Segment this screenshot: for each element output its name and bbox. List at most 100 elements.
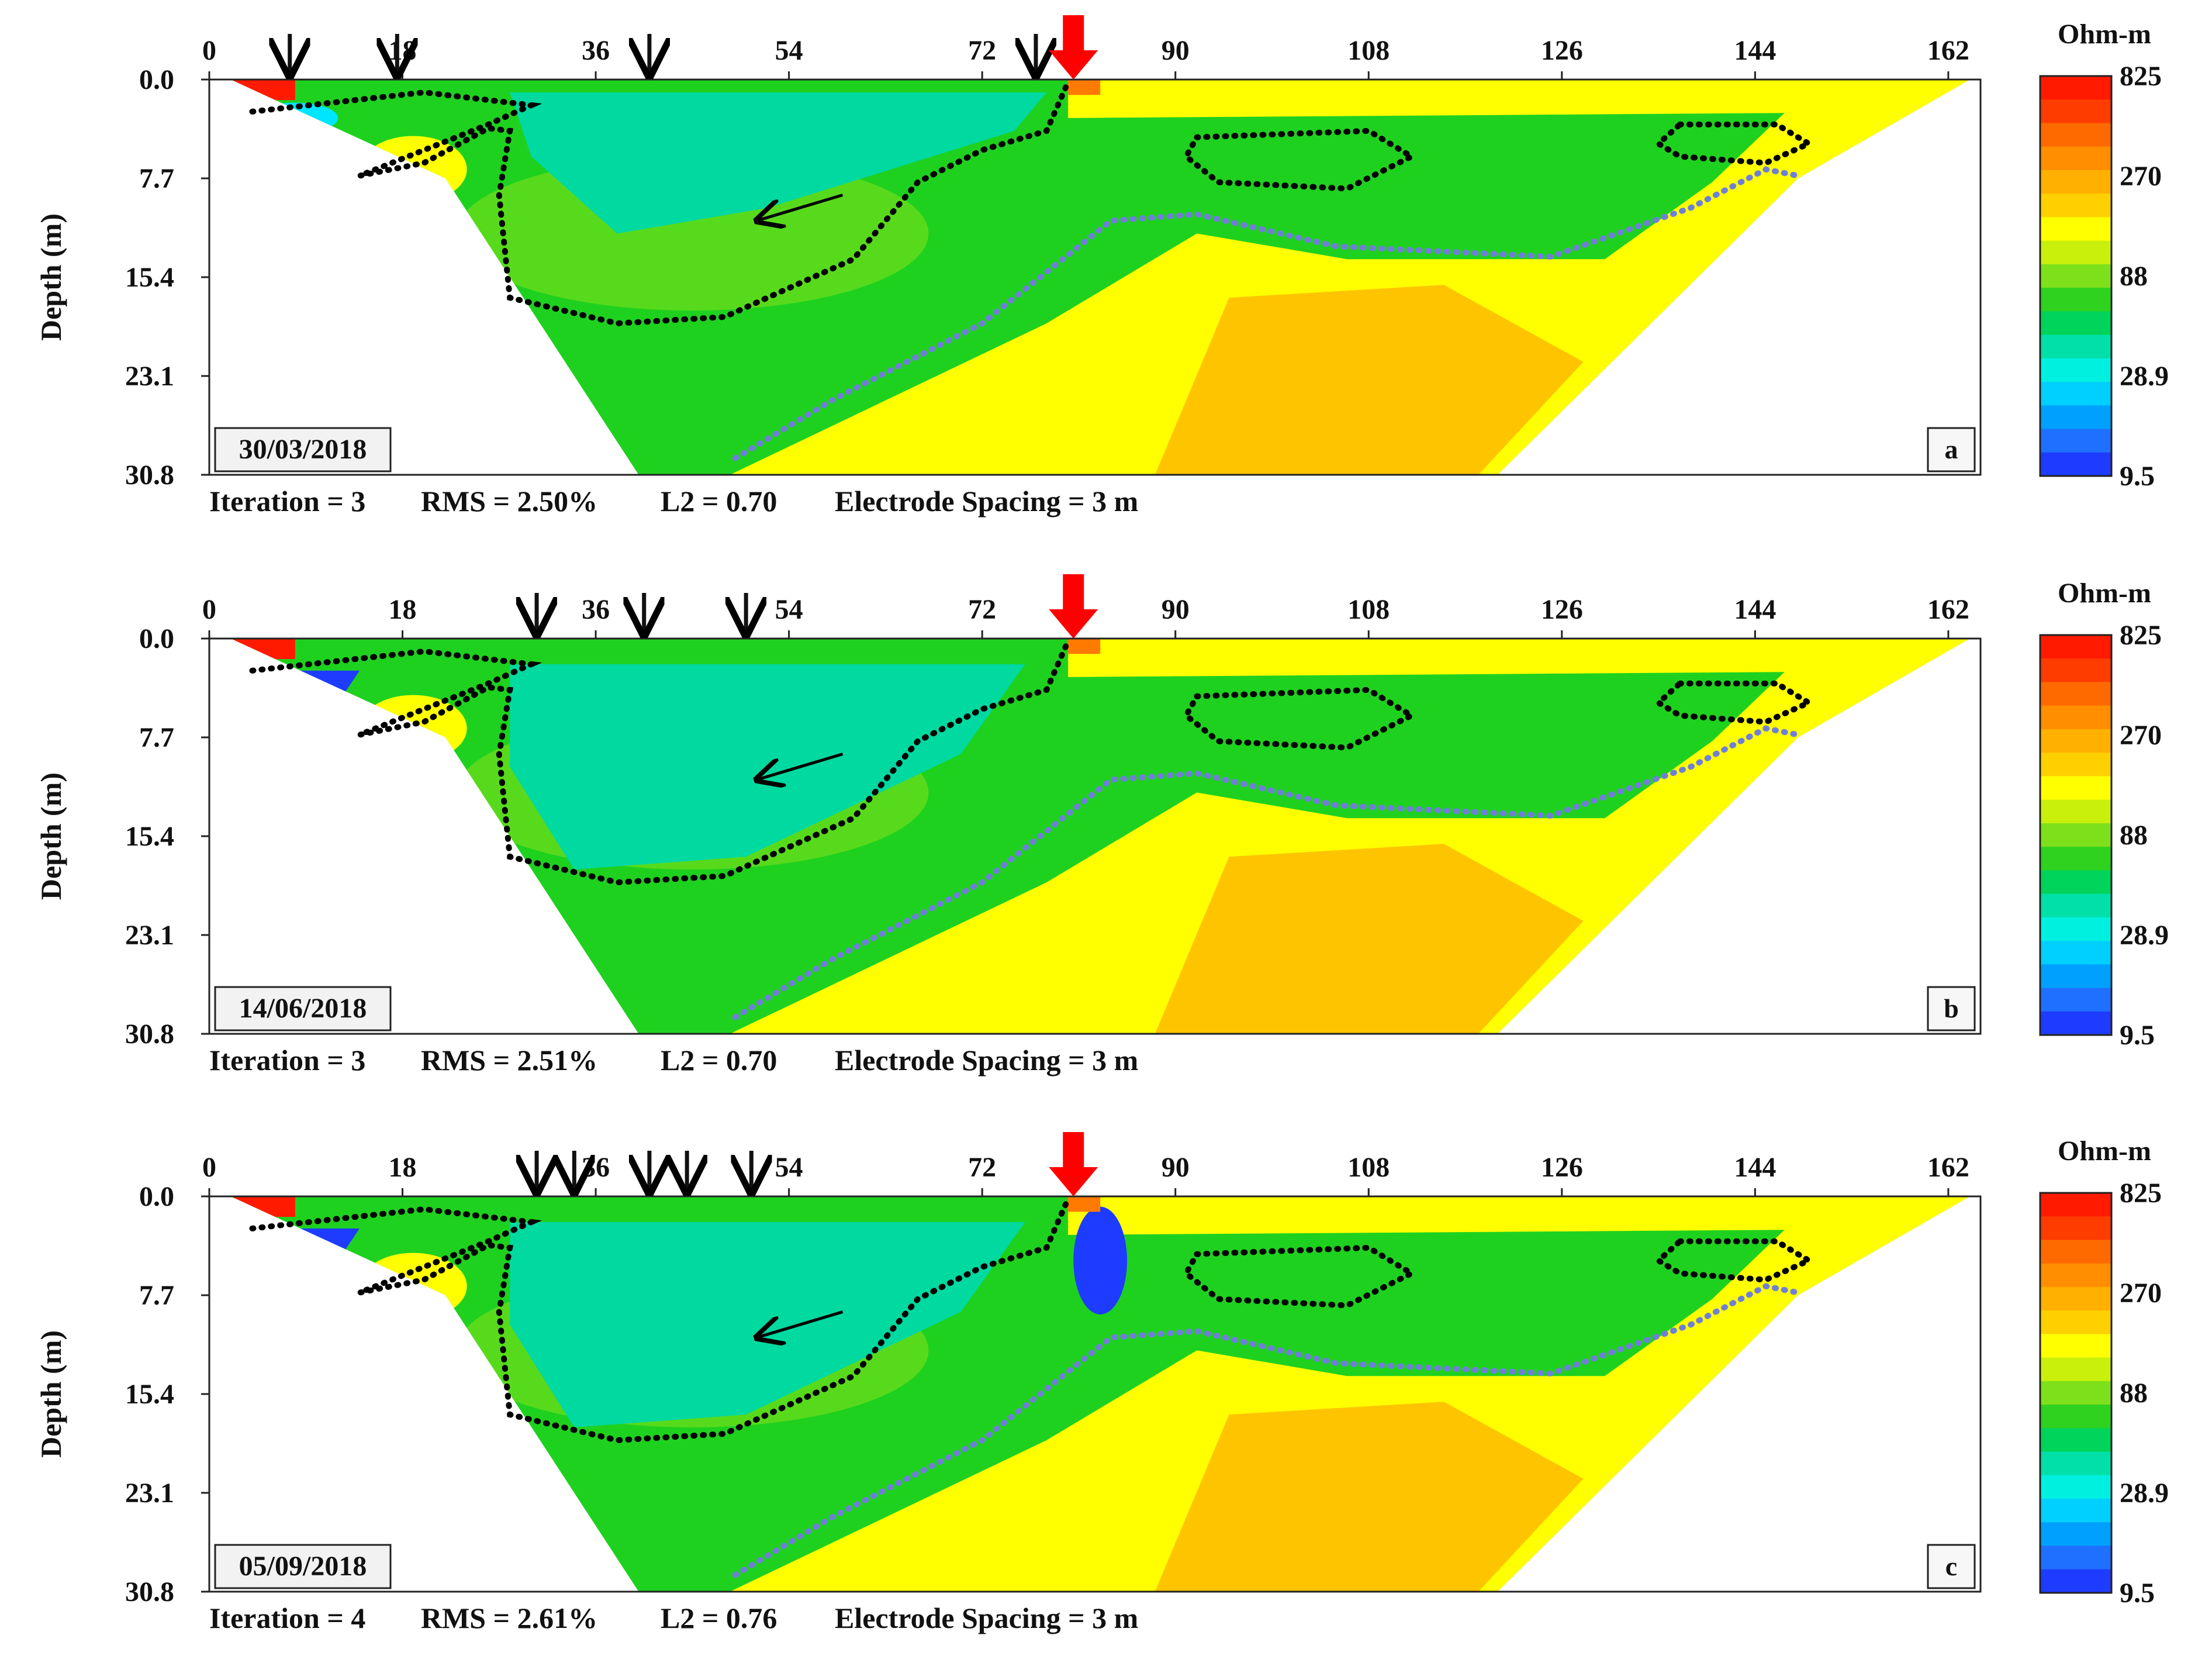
- colorbar-label: 270: [2120, 161, 2162, 192]
- boundary-contour-black: [1653, 121, 1815, 166]
- x-tick-label: 18: [389, 1152, 417, 1183]
- surface-high-patch-2: [1068, 639, 1101, 654]
- colorbar-swatch: [2040, 1193, 2111, 1217]
- x-tick-label: 36: [582, 594, 610, 625]
- colorbar-swatch: [2040, 682, 2111, 706]
- x-tick-label: 108: [1347, 594, 1390, 625]
- colorbar-title: Ohm-m: [2058, 578, 2151, 609]
- x-tick-label: 18: [389, 594, 417, 625]
- y-tick-label: 0.0: [139, 623, 174, 654]
- x-tick-label: 162: [1927, 35, 1969, 66]
- boundary-contour-blue: [732, 166, 1801, 461]
- boundary-contour-black: [1653, 680, 1815, 725]
- chart-panel-a: 0 18 36 54 72 90 108 126 144 162 0.0 7.7 15.4 23.1 30.…: [34, 15, 2169, 517]
- x-tick-label: 162: [1927, 594, 1969, 625]
- colorbar-label: 270: [2120, 720, 2162, 751]
- y-tick-label: 23.1: [125, 1478, 174, 1509]
- y-axis-label: Depth (m): [34, 1330, 67, 1458]
- spacing-label: Electrode Spacing = 3 m: [835, 1044, 1138, 1077]
- boundary-contour-blue: [732, 1283, 1801, 1578]
- l2-label: L2 = 0.70: [661, 1044, 777, 1077]
- panel-letter-box: [1927, 1544, 1976, 1589]
- rms-label: RMS = 2.50%: [421, 485, 597, 517]
- colorbar-swatch: [2040, 1545, 2111, 1570]
- colorbar-swatch: [2040, 99, 2111, 124]
- colorbar-label: 28.9: [2120, 361, 2169, 392]
- colorbar: Ohm-m 825 270 88 28.9 9.5: [2039, 578, 2169, 1051]
- y-tick-label: 15.4: [125, 262, 174, 293]
- colorbar-frame: [2039, 75, 2113, 477]
- colorbar-label: 88: [2120, 820, 2148, 851]
- colorbar: Ohm-m 825 270 88 28.9 9.5: [2039, 1136, 2169, 1609]
- colorbar-swatch: [2040, 658, 2111, 683]
- y-tick-label: 30.8: [125, 1019, 174, 1050]
- very-high-resistivity-core: [1154, 285, 1584, 475]
- colorbar-swatch: [2040, 1405, 2111, 1429]
- boundary-contour-black: [1653, 1238, 1815, 1283]
- colorbar-swatch: [2040, 76, 2111, 101]
- colorbar-swatch: [2040, 240, 2111, 265]
- flow-arrow-icon: [757, 753, 844, 780]
- colorbar-swatch: [2040, 1451, 2111, 1476]
- colorbar-swatch: [2040, 705, 2111, 730]
- colorbar-swatch: [2040, 311, 2111, 336]
- colorbar-label: 28.9: [2120, 920, 2169, 951]
- chart-panel-c: 0 18 36 54 72 90 108 126 144 162 0.0 7.7 15.4 23.1 30.…: [34, 1132, 2169, 1634]
- colorbar-swatch: [2040, 264, 2111, 289]
- y-tick-label: 23.1: [125, 361, 174, 392]
- date-box: [214, 986, 392, 1031]
- colorbar-label: 9.5: [2120, 1578, 2155, 1609]
- boundary-contour-black: [249, 79, 1072, 327]
- flow-arrow-icon: [757, 1310, 844, 1338]
- colorbar-swatch: [2040, 729, 2111, 754]
- colorbar-swatch: [2040, 123, 2111, 147]
- colorbar-swatch: [2040, 753, 2111, 777]
- x-tick-label: 144: [1734, 1152, 1776, 1183]
- y-tick-label: 7.7: [139, 722, 174, 753]
- y-tick-label: 0.0: [139, 1181, 174, 1212]
- iteration-label: Iteration = 3: [209, 1044, 365, 1077]
- colorbar-swatch: [2040, 382, 2111, 406]
- flow-arrow-icon: [757, 194, 844, 221]
- colorbar-swatch: [2040, 988, 2111, 1012]
- colorbar-label: 88: [2120, 261, 2148, 292]
- colorbar-swatch: [2040, 1263, 2111, 1288]
- panel-letter-box: [1927, 986, 1976, 1031]
- colorbar-label: 88: [2120, 1378, 2148, 1409]
- x-tick-label: 36: [582, 1152, 610, 1183]
- rms-label: RMS = 2.61%: [421, 1602, 597, 1634]
- very-high-resistivity-core: [1154, 844, 1584, 1034]
- colorbar-label: 9.5: [2120, 1020, 2155, 1051]
- colorbar-swatch: [2040, 799, 2111, 824]
- surface-high-patch-2: [1068, 1196, 1101, 1212]
- colorbar-swatch: [2040, 1428, 2111, 1452]
- colorbar-swatch: [2040, 964, 2111, 989]
- colorbar-swatch: [2040, 1475, 2111, 1500]
- boundary-contour-black: [249, 1196, 1072, 1444]
- spacing-label: Electrode Spacing = 3 m: [835, 1602, 1138, 1634]
- colorbar-swatch: [2040, 941, 2111, 965]
- y-tick-label: 7.7: [139, 163, 174, 194]
- colorbar: Ohm-m 825 270 88 28.9 9.5: [2039, 19, 2169, 492]
- red-down-arrow-icon: [1049, 1132, 1098, 1196]
- colorbar-title: Ohm-m: [2058, 1136, 2151, 1167]
- boundary-contour-black: [249, 638, 1072, 886]
- x-tick-label: 72: [968, 1152, 996, 1183]
- x-tick-label: 0: [202, 35, 216, 66]
- panels-group: 0 18 36 54 72 90 108 126 144 162 0.0 7.7 15.4 23.1 30.…: [34, 15, 2169, 1634]
- red-down-arrow-icon: [1049, 574, 1098, 639]
- colorbar-swatch: [2040, 170, 2111, 195]
- date-label: 05/09/2018: [239, 1551, 367, 1582]
- x-tick-label: 144: [1734, 35, 1776, 66]
- colorbar-swatch: [2040, 1522, 2111, 1547]
- colorbar-swatch: [2040, 1569, 2111, 1593]
- resistivity-section: [230, 1196, 1970, 1592]
- surface-high-band: [1068, 1196, 1970, 1235]
- x-tick-label: 54: [775, 1152, 803, 1183]
- colorbar-frame: [2039, 634, 2113, 1036]
- boundary-contour-black: [1182, 686, 1418, 751]
- boundary-contour-blue: [732, 725, 1801, 1020]
- x-tick-label: 126: [1541, 1152, 1583, 1183]
- panel-letter: c: [1945, 1551, 1957, 1581]
